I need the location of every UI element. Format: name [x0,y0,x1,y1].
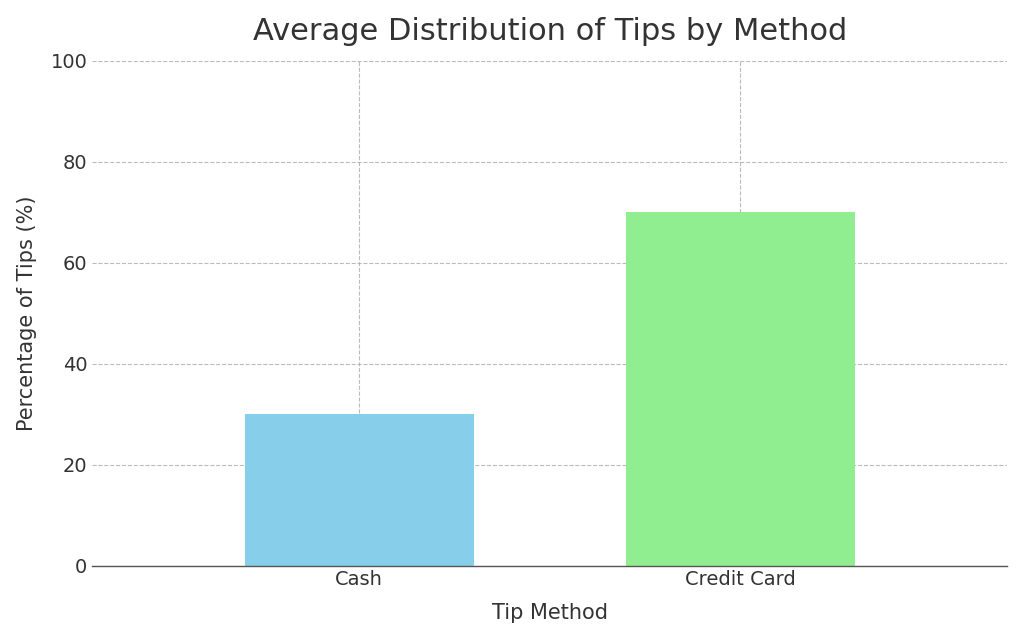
Bar [626,212,855,566]
Title: Average Distribution of Tips by Method: Average Distribution of Tips by Method [253,17,847,45]
Bar [245,414,473,566]
X-axis label: Tip Method: Tip Method [492,604,608,623]
Y-axis label: Percentage of Tips (%): Percentage of Tips (%) [16,195,37,431]
